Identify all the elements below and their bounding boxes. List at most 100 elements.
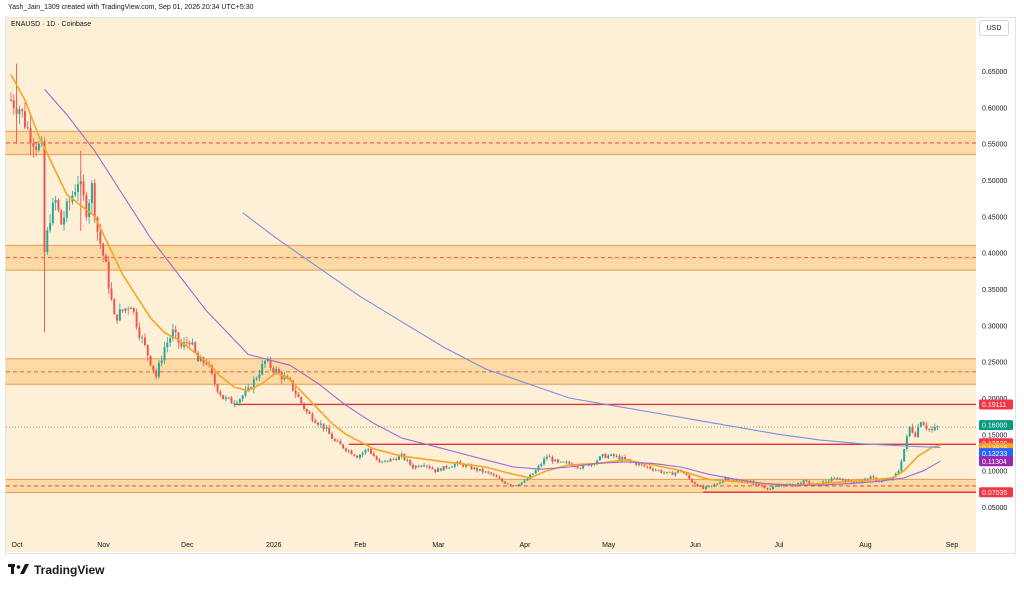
candle — [758, 483, 760, 486]
candle — [529, 474, 532, 479]
candle — [582, 464, 585, 469]
candle — [395, 458, 398, 461]
brand-name: TradingView — [34, 563, 105, 577]
price-label-tag: 0.11304 — [979, 456, 1013, 467]
candle — [169, 338, 172, 343]
currency-button[interactable]: USD — [979, 20, 1009, 36]
price-chart[interactable] — [6, 18, 976, 552]
price-label-bg — [979, 487, 1013, 498]
candle — [149, 355, 152, 366]
candle — [37, 143, 40, 150]
candle — [194, 342, 197, 353]
price-label-bg — [979, 456, 1013, 467]
chart-caption: Yash_Jain_1309 created with TradingView.… — [8, 4, 254, 11]
candle — [191, 342, 194, 345]
candle — [163, 347, 166, 361]
candle — [660, 470, 663, 473]
price-tick-label: 0.40000 — [982, 251, 1007, 258]
price-tick-label: 0.15000 — [982, 432, 1007, 439]
candle — [350, 450, 353, 455]
candle — [197, 352, 199, 362]
price-axis[interactable]: 0.050000.100000.150000.200000.250000.300… — [976, 18, 1024, 552]
candle — [557, 459, 560, 463]
candle — [308, 412, 311, 414]
candle — [665, 471, 668, 473]
candle — [478, 469, 481, 471]
candle — [330, 433, 333, 439]
candle — [54, 200, 57, 203]
tradingview-brand[interactable]: TradingView — [8, 563, 104, 577]
candle — [922, 422, 925, 426]
time-tick-label: Oct — [12, 542, 23, 549]
candle — [646, 466, 649, 467]
candle — [554, 459, 557, 462]
candle — [224, 397, 227, 400]
candle — [442, 466, 445, 471]
candle — [841, 478, 844, 481]
candle — [523, 480, 526, 483]
candle — [691, 478, 693, 483]
candle — [783, 485, 786, 487]
candle — [23, 111, 26, 128]
candle — [604, 454, 607, 459]
time-tick-label: 2026 — [266, 542, 282, 549]
candle — [936, 426, 939, 427]
time-axis[interactable]: Oct Nov Dec 2026 Feb Mar Apr May Jun Jul Aug Sep — [6, 536, 976, 552]
candle — [46, 230, 49, 252]
candle — [677, 470, 680, 473]
candle — [598, 456, 601, 461]
candle — [277, 369, 280, 373]
candle — [702, 485, 705, 489]
candle — [763, 486, 766, 489]
candle — [649, 466, 652, 469]
candle — [233, 403, 236, 404]
candle — [314, 420, 317, 423]
candle — [96, 217, 99, 232]
candle — [621, 457, 624, 460]
candle — [389, 458, 392, 462]
price-tick-label: 0.30000 — [982, 323, 1007, 330]
candle — [132, 307, 135, 312]
candle — [90, 183, 93, 204]
candle — [568, 462, 571, 464]
candle — [713, 484, 716, 486]
candle — [872, 476, 875, 478]
candle — [319, 423, 322, 425]
candle — [900, 461, 903, 472]
candle — [481, 469, 484, 473]
candle — [718, 482, 721, 484]
candle — [121, 309, 124, 311]
candle — [894, 473, 897, 477]
candle — [654, 470, 657, 471]
time-tick-label: Apr — [520, 542, 532, 549]
candle — [651, 468, 654, 471]
candle — [261, 363, 264, 375]
candle — [417, 465, 420, 467]
candle — [643, 464, 646, 467]
candle — [12, 100, 15, 109]
candle — [774, 486, 777, 487]
candle — [476, 467, 479, 471]
moving-average-line — [242, 212, 941, 448]
time-tick-label: Aug — [859, 542, 872, 549]
candle — [35, 146, 38, 150]
candle — [336, 440, 339, 442]
candle — [682, 471, 685, 474]
candle — [230, 397, 233, 404]
candle — [77, 184, 79, 192]
candle — [116, 314, 119, 321]
candle — [459, 461, 462, 464]
candle — [409, 459, 412, 465]
candle — [252, 379, 255, 390]
candle — [199, 357, 202, 362]
candle — [325, 427, 328, 430]
candle — [57, 200, 60, 211]
moving-average-line — [44, 88, 941, 486]
chart-plot-area[interactable] — [6, 18, 976, 552]
candle — [322, 423, 325, 430]
time-tick-label: Mar — [432, 542, 445, 549]
candle — [802, 480, 805, 484]
candle — [60, 210, 63, 225]
candle — [886, 478, 889, 481]
candle — [157, 362, 160, 377]
